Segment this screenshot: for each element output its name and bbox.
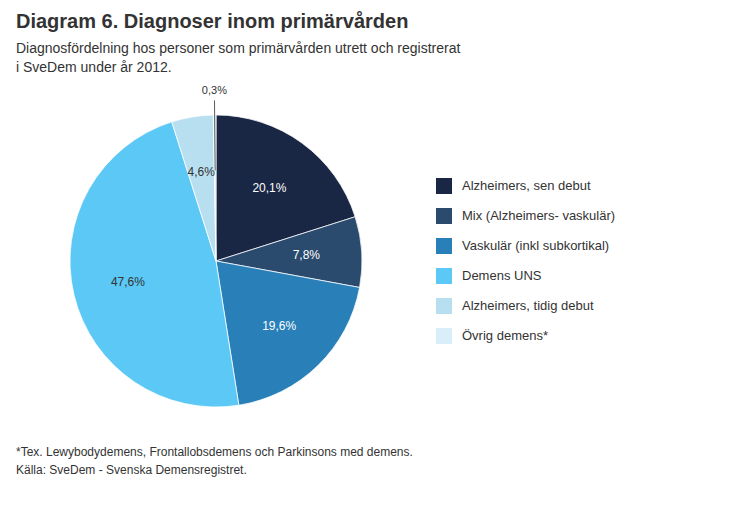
html-text:Demens UNS: Demens UNS xyxy=(462,268,542,284)
html-text:Vaskulär (inkl subkortikal): Vaskulär (inkl subkortikal) xyxy=(462,238,610,254)
svg-text:19,6%: 19,6% xyxy=(262,319,296,333)
svg-text:4,6%: 4,6% xyxy=(188,164,216,178)
html-text:Källa: SveDem - Svenska Demens: Källa: SveDem - Svenska Demensregistret. xyxy=(16,462,247,477)
html-text:*Tex. Lewybodydemens, Frontall: *Tex. Lewybodydemens, Frontallobsdemens … xyxy=(16,444,413,459)
html-text:Alzheimers, tidig debut: Alzheimers, tidig debut xyxy=(462,298,594,314)
svg-text:47,6%: 47,6% xyxy=(111,275,145,289)
html-text:Övrig demens*: Övrig demens* xyxy=(462,328,548,344)
html-text:Diagram 6. Diagnoser inom prim: Diagram 6. Diagnoser inom primärvården xyxy=(16,10,409,32)
svg-text:0,3%: 0,3% xyxy=(202,84,227,96)
svg-text:7,8%: 7,8% xyxy=(293,248,321,262)
html-text:Alzheimers, sen debut: Alzheimers, sen debut xyxy=(462,178,591,194)
svg-text:20,1%: 20,1% xyxy=(252,181,286,195)
html-text:Diagnosfördelning hos personer: Diagnosfördelning hos personer som primä… xyxy=(16,40,461,75)
html-text:Mix (Alzheimers- vaskulär): Mix (Alzheimers- vaskulär) xyxy=(462,208,616,224)
